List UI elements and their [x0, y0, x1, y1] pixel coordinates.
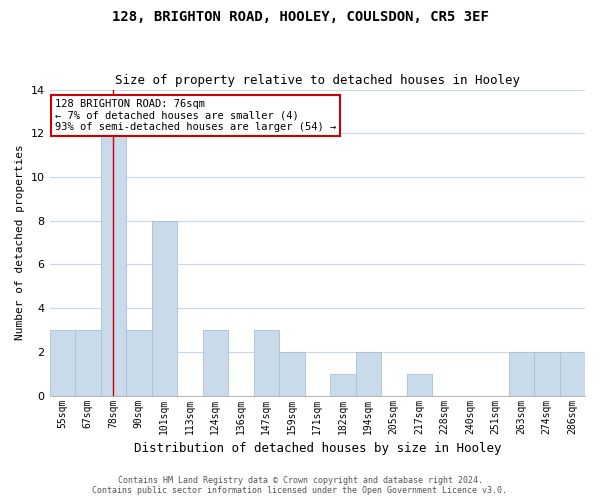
Bar: [126, 330, 152, 396]
Bar: [50, 330, 75, 396]
Bar: [356, 352, 381, 396]
Bar: [75, 330, 101, 396]
Bar: [534, 352, 560, 396]
Bar: [509, 352, 534, 396]
Bar: [407, 374, 432, 396]
Bar: [254, 330, 279, 396]
Text: 128 BRIGHTON ROAD: 76sqm
← 7% of detached houses are smaller (4)
93% of semi-det: 128 BRIGHTON ROAD: 76sqm ← 7% of detache…: [55, 98, 336, 132]
Bar: [203, 330, 228, 396]
Text: 128, BRIGHTON ROAD, HOOLEY, COULSDON, CR5 3EF: 128, BRIGHTON ROAD, HOOLEY, COULSDON, CR…: [112, 10, 488, 24]
X-axis label: Distribution of detached houses by size in Hooley: Distribution of detached houses by size …: [134, 442, 501, 455]
Bar: [330, 374, 356, 396]
Y-axis label: Number of detached properties: Number of detached properties: [15, 144, 25, 340]
Title: Size of property relative to detached houses in Hooley: Size of property relative to detached ho…: [115, 74, 520, 87]
Bar: [101, 134, 126, 396]
Bar: [279, 352, 305, 396]
Bar: [152, 220, 177, 396]
Text: Contains HM Land Registry data © Crown copyright and database right 2024.
Contai: Contains HM Land Registry data © Crown c…: [92, 476, 508, 495]
Bar: [560, 352, 585, 396]
